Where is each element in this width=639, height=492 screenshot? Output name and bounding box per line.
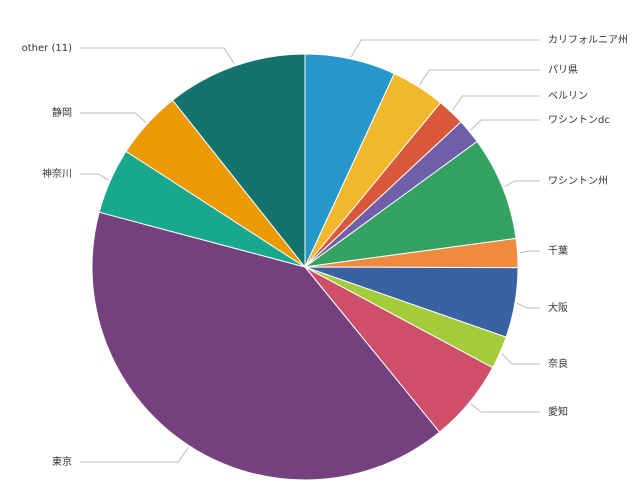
leader-line xyxy=(80,447,189,463)
slice-label: カリフォルニア州 xyxy=(548,34,628,46)
pie-slice xyxy=(304,140,517,268)
leader-line xyxy=(419,69,540,86)
slice-label: ワシントンdc xyxy=(548,115,610,126)
leader-line xyxy=(470,403,540,413)
slice-label: パリ県 xyxy=(548,64,578,76)
slice-label: 東京 xyxy=(52,455,72,468)
slice-label: 静岡 xyxy=(52,106,72,119)
leader-line xyxy=(80,173,109,181)
leader-line xyxy=(470,119,540,131)
leader-line xyxy=(80,112,147,123)
leader-line xyxy=(504,180,540,188)
slice-label: ワシントン州 xyxy=(548,175,608,187)
pie-slice xyxy=(91,211,441,481)
leader-line xyxy=(350,39,540,58)
slice-label: 大阪 xyxy=(548,301,568,314)
slice-label: 奈良 xyxy=(548,357,568,370)
leader-line xyxy=(452,95,540,111)
slice-label: 千葉 xyxy=(548,244,568,257)
pie-slice xyxy=(171,53,306,269)
slice-label: 愛知 xyxy=(548,405,568,418)
leader-line xyxy=(501,353,540,365)
leader-line xyxy=(516,302,540,309)
slice-label: ベルリン xyxy=(548,90,588,102)
leader-line xyxy=(80,47,235,65)
slice-label: 神奈川 xyxy=(42,167,72,180)
leader-line xyxy=(519,250,540,254)
slice-label: other (11) xyxy=(22,43,72,54)
